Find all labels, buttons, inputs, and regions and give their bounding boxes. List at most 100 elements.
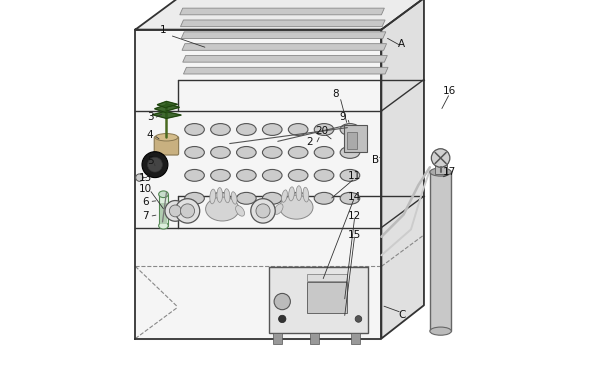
Bar	[434, 163, 446, 174]
Ellipse shape	[280, 195, 313, 219]
Text: 7: 7	[142, 211, 149, 222]
Circle shape	[256, 204, 270, 218]
Circle shape	[274, 293, 290, 310]
Text: 6: 6	[142, 196, 149, 207]
Circle shape	[142, 152, 168, 178]
Polygon shape	[152, 111, 166, 118]
Ellipse shape	[314, 192, 334, 204]
Bar	[310, 333, 319, 344]
Text: 10: 10	[139, 184, 152, 195]
Ellipse shape	[206, 197, 239, 221]
Circle shape	[148, 157, 163, 172]
Ellipse shape	[158, 222, 168, 229]
Ellipse shape	[158, 191, 168, 198]
Text: 2: 2	[306, 137, 313, 148]
Polygon shape	[182, 44, 386, 50]
Bar	[430, 172, 451, 331]
Ellipse shape	[340, 147, 360, 158]
Text: 17: 17	[443, 167, 457, 177]
Ellipse shape	[236, 169, 256, 181]
Ellipse shape	[262, 192, 282, 204]
Polygon shape	[155, 105, 166, 113]
Bar	[269, 267, 368, 333]
Ellipse shape	[430, 327, 451, 335]
Ellipse shape	[289, 187, 295, 201]
Ellipse shape	[296, 186, 302, 201]
Polygon shape	[184, 67, 388, 74]
Bar	[158, 194, 168, 226]
Ellipse shape	[236, 147, 256, 158]
Ellipse shape	[289, 124, 308, 135]
Ellipse shape	[211, 192, 230, 204]
Text: 1: 1	[160, 24, 166, 35]
Polygon shape	[181, 20, 385, 27]
Bar	[351, 333, 360, 344]
Text: 8: 8	[332, 89, 338, 100]
Polygon shape	[157, 101, 166, 108]
Circle shape	[278, 315, 286, 323]
Polygon shape	[183, 56, 388, 62]
Text: 3: 3	[147, 111, 154, 122]
Text: 12: 12	[348, 211, 361, 222]
Ellipse shape	[210, 189, 215, 204]
Polygon shape	[181, 32, 386, 38]
Ellipse shape	[262, 147, 282, 158]
Ellipse shape	[155, 134, 178, 141]
Ellipse shape	[185, 124, 205, 135]
Ellipse shape	[231, 192, 237, 204]
FancyBboxPatch shape	[154, 137, 179, 155]
Ellipse shape	[211, 147, 230, 158]
Ellipse shape	[274, 204, 283, 214]
Ellipse shape	[303, 187, 309, 202]
Circle shape	[181, 204, 194, 218]
Ellipse shape	[314, 169, 334, 181]
Bar	[160, 204, 167, 224]
Ellipse shape	[289, 169, 308, 181]
Ellipse shape	[314, 147, 334, 158]
Ellipse shape	[340, 169, 360, 181]
Ellipse shape	[185, 169, 205, 181]
Ellipse shape	[289, 147, 308, 158]
Text: 11: 11	[348, 171, 361, 181]
Ellipse shape	[281, 190, 287, 202]
Polygon shape	[166, 104, 179, 111]
Bar	[307, 274, 347, 281]
Circle shape	[175, 199, 200, 223]
Ellipse shape	[236, 192, 256, 204]
Text: 14: 14	[348, 192, 361, 202]
Text: 4: 4	[147, 130, 154, 140]
Ellipse shape	[340, 192, 360, 204]
Circle shape	[355, 316, 362, 322]
Bar	[307, 282, 347, 313]
Bar	[347, 132, 357, 149]
Polygon shape	[136, 30, 382, 339]
Ellipse shape	[211, 124, 230, 135]
Text: B: B	[372, 155, 379, 165]
Ellipse shape	[236, 206, 245, 216]
Polygon shape	[166, 112, 181, 118]
Text: 5: 5	[147, 156, 154, 166]
Text: 16: 16	[443, 85, 457, 96]
Text: 9: 9	[339, 111, 346, 122]
Ellipse shape	[289, 192, 308, 204]
Ellipse shape	[262, 169, 282, 181]
Text: 20: 20	[315, 126, 328, 137]
Text: 15: 15	[348, 230, 361, 240]
Ellipse shape	[185, 147, 205, 158]
Polygon shape	[166, 101, 178, 107]
Ellipse shape	[314, 124, 334, 135]
Circle shape	[165, 201, 185, 221]
Ellipse shape	[340, 124, 360, 135]
Bar	[274, 333, 282, 344]
Ellipse shape	[211, 169, 230, 181]
Polygon shape	[136, 0, 424, 30]
Ellipse shape	[224, 189, 230, 203]
Text: A: A	[398, 39, 406, 50]
Ellipse shape	[430, 168, 451, 176]
Circle shape	[136, 174, 143, 181]
Circle shape	[431, 149, 450, 167]
Circle shape	[251, 199, 275, 223]
Text: C: C	[398, 310, 406, 320]
Bar	[344, 125, 367, 152]
Ellipse shape	[185, 192, 205, 204]
